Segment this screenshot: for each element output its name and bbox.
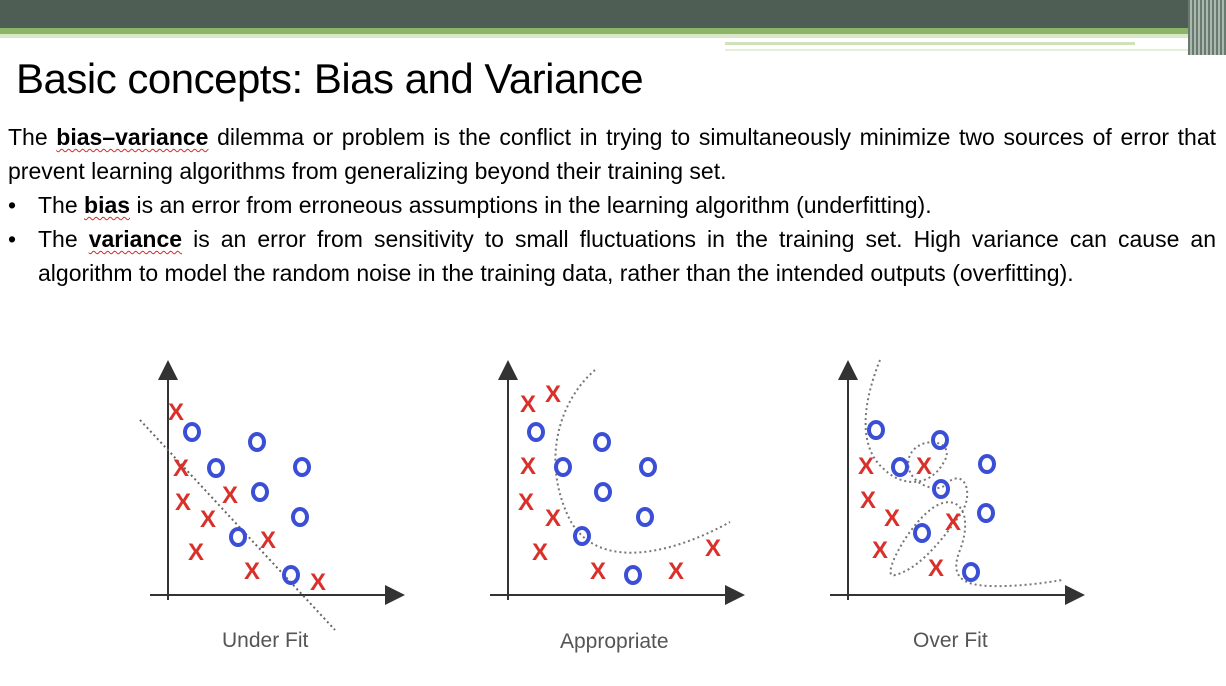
svg-text:X: X	[518, 489, 534, 516]
svg-text:X: X	[668, 558, 684, 585]
fit-panels-svg: XXX XXX XX X X XX XXX X XX	[139, 359, 1085, 631]
slide-title: Basic concepts: Bias and Variance	[16, 55, 644, 102]
panel-appropriate: X XX XXX X XX	[490, 360, 745, 605]
header-accent-line-2	[725, 49, 1225, 51]
svg-text:X: X	[168, 399, 184, 426]
bullet-term: variance	[88, 226, 183, 252]
svg-text:X: X	[260, 527, 276, 554]
intro-text: dilemma or problem is the conflict in tr…	[8, 124, 1217, 184]
header-bar-dark	[0, 0, 1226, 28]
bullet-term: bias	[84, 192, 131, 218]
panel-label-under-fit: Under Fit	[222, 629, 309, 652]
intro-term: bias–variance	[56, 124, 209, 150]
svg-text:X: X	[945, 509, 961, 536]
o-marks	[527, 422, 657, 585]
panel-label-appropriate: Appropriate	[560, 630, 669, 653]
bullet-variance: • The variance is an error from sensitiv…	[8, 222, 1216, 290]
svg-text:X: X	[520, 453, 536, 480]
svg-text:X: X	[858, 453, 874, 480]
bullet-text: is an error from erroneous assumptions i…	[136, 192, 932, 218]
bullet-dot: •	[8, 226, 17, 252]
o-marks	[867, 420, 996, 582]
svg-text:X: X	[200, 506, 216, 533]
svg-text:X: X	[590, 558, 606, 585]
header-decoration	[0, 0, 1226, 55]
intro-lead: The	[8, 124, 48, 150]
svg-text:X: X	[188, 539, 204, 566]
fit-curve	[864, 359, 1063, 588]
svg-text:X: X	[884, 505, 900, 532]
bullet-lead: The	[38, 192, 78, 218]
header-stripes	[1188, 0, 1226, 55]
bullet-text: is an error from sensitivity to small fl…	[38, 226, 1217, 286]
x-marks: X XX X XX X	[858, 453, 961, 582]
svg-text:X: X	[545, 505, 561, 532]
header-accent-line	[725, 42, 1135, 45]
svg-text:X: X	[705, 535, 721, 562]
svg-text:X: X	[520, 391, 536, 418]
o-marks	[183, 422, 311, 585]
svg-text:X: X	[310, 569, 326, 596]
header-bar-pale	[0, 34, 1226, 38]
svg-text:X: X	[872, 537, 888, 564]
bullet-bias: • The bias is an error from erroneous as…	[8, 188, 1216, 222]
svg-text:X: X	[173, 455, 189, 482]
svg-text:X: X	[860, 487, 876, 514]
bullet-lead: The	[38, 226, 78, 252]
svg-text:X: X	[916, 453, 932, 480]
panel-over-fit: X XX X XX X	[830, 359, 1085, 605]
svg-text:X: X	[244, 558, 260, 585]
intro-paragraph: The bias–variance dilemma or problem is …	[8, 120, 1216, 188]
header-bar-green	[0, 28, 1226, 34]
fit-curve	[554, 369, 731, 554]
svg-text:X: X	[175, 489, 191, 516]
svg-text:X: X	[532, 539, 548, 566]
bullet-dot: •	[8, 192, 17, 218]
svg-text:X: X	[545, 381, 561, 408]
slide-body: The bias–variance dilemma or problem is …	[8, 120, 1216, 290]
svg-text:X: X	[928, 555, 944, 582]
panel-label-over-fit: Over Fit	[913, 629, 988, 652]
svg-text:X: X	[222, 482, 238, 509]
panel-under-fit: XXX XXX XX X	[139, 360, 405, 631]
fit-line	[139, 419, 336, 631]
